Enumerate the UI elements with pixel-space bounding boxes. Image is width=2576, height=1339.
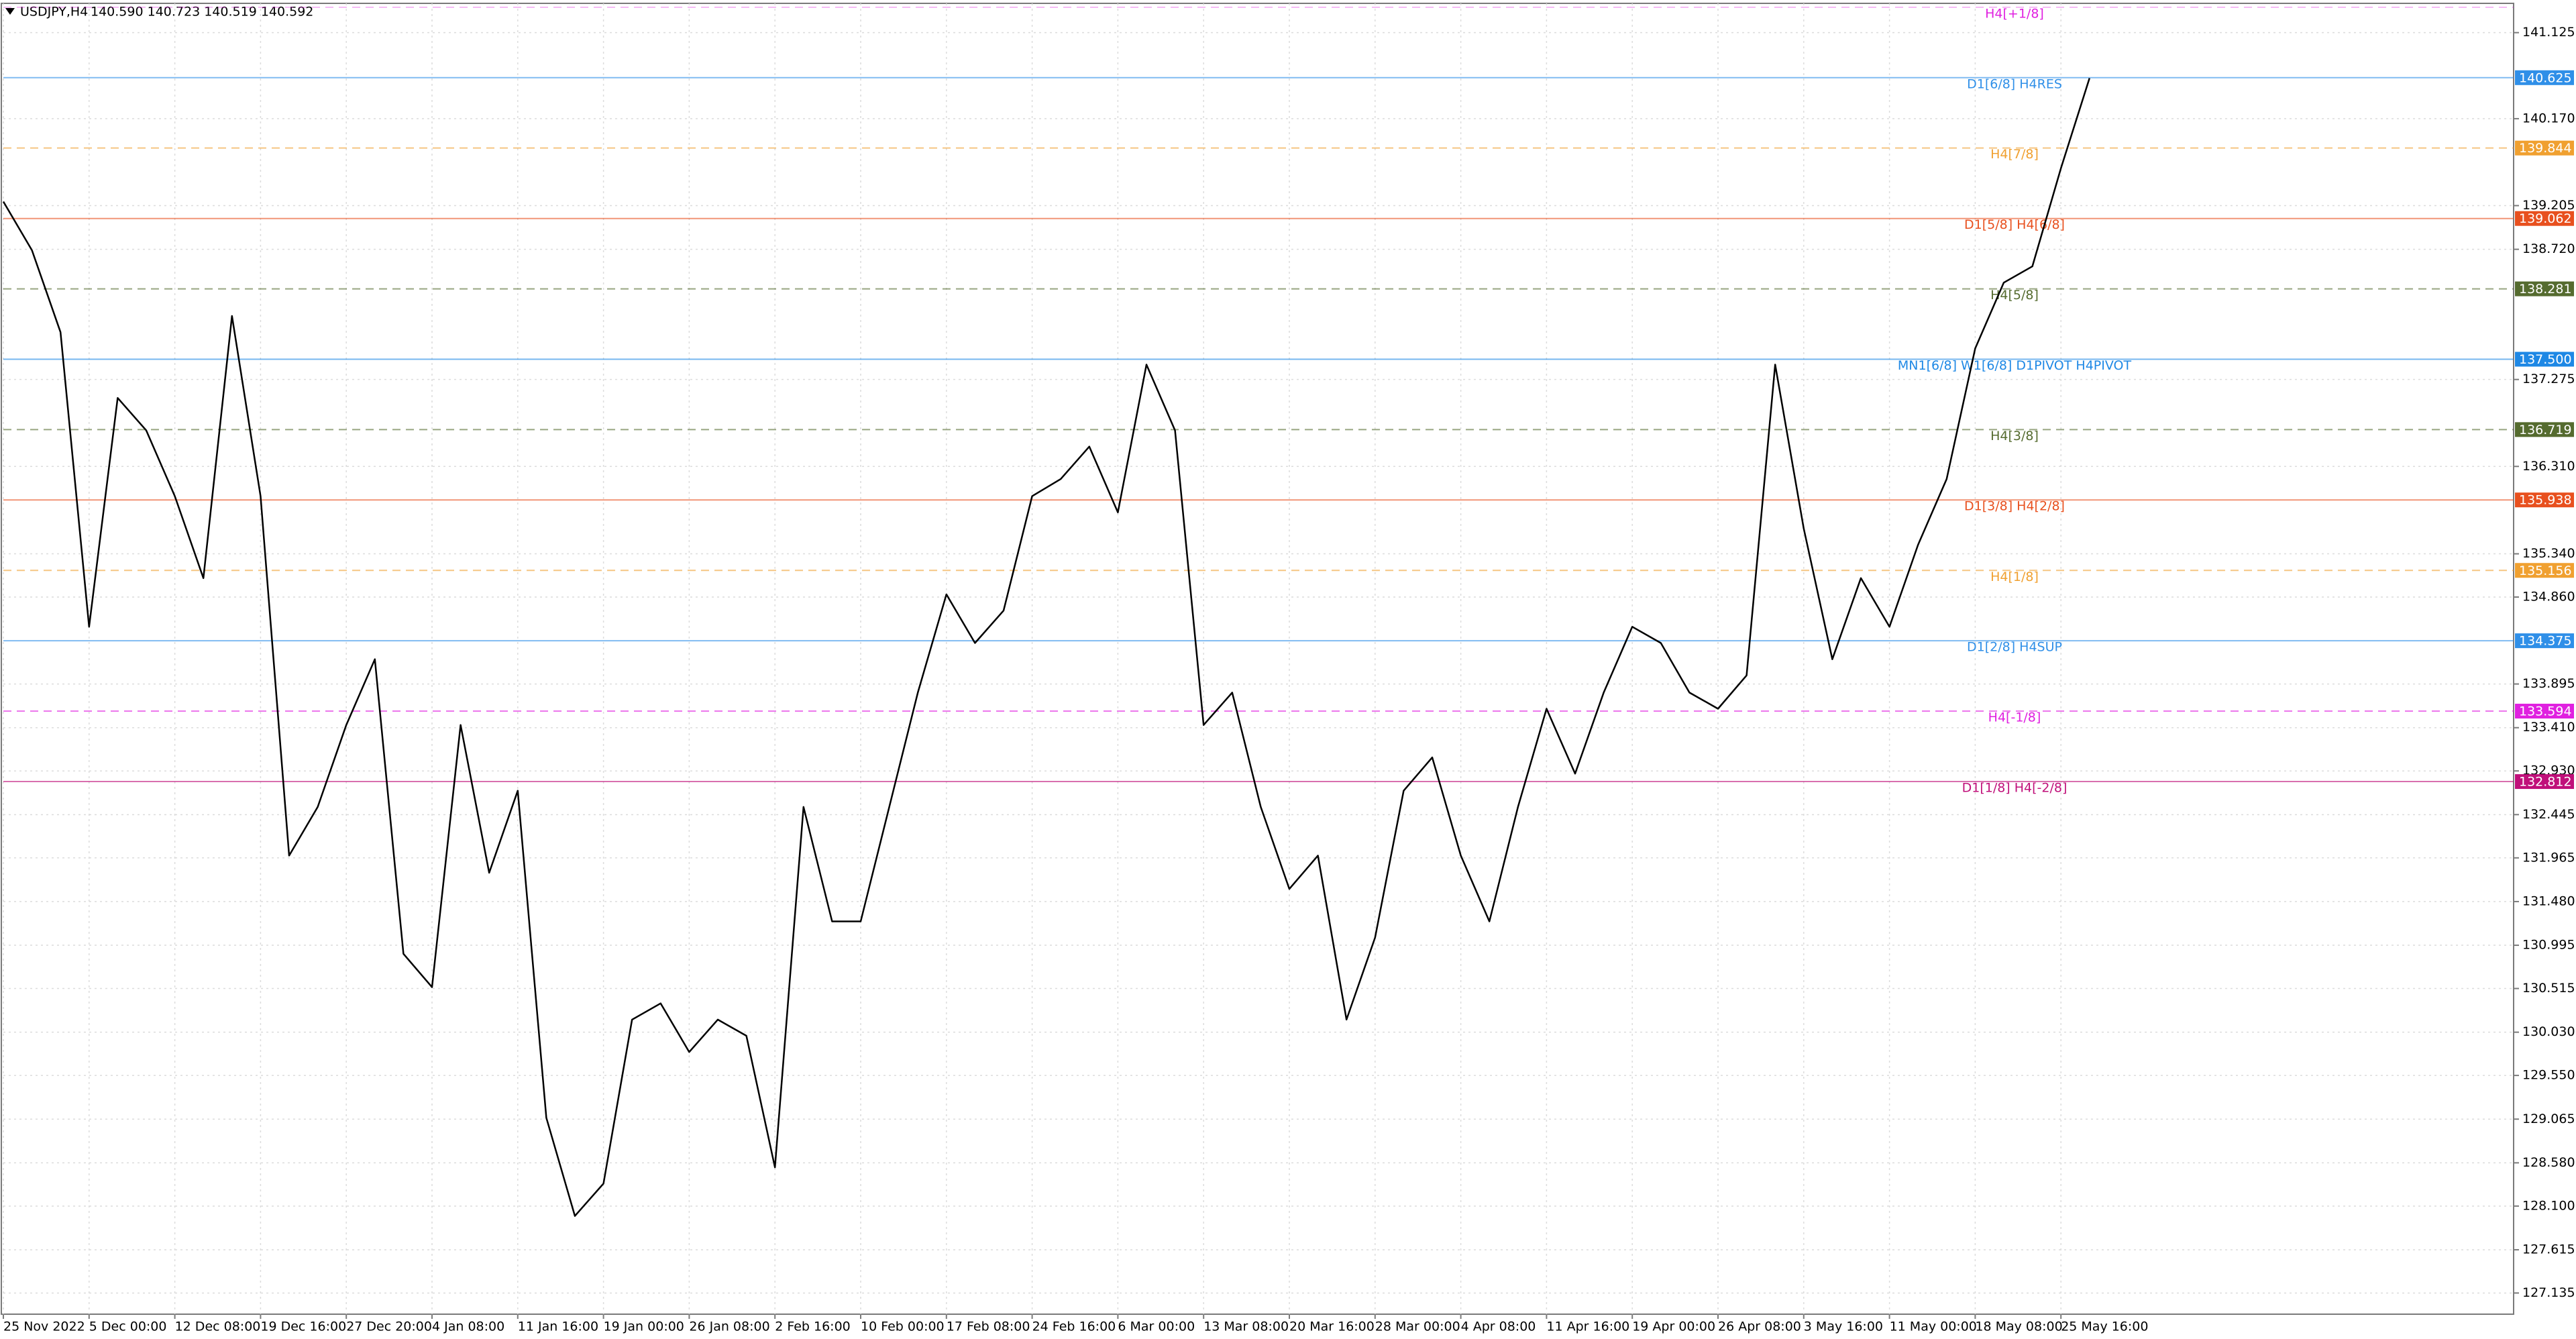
y-tick-label: 137.275	[2522, 372, 2575, 386]
y-tick-label: 139.205	[2522, 198, 2575, 213]
level-label: H4[1/8]	[1990, 570, 2039, 584]
price-tag-label: 137.500	[2519, 352, 2572, 367]
x-tick-label: 5 Dec 00:00	[89, 1320, 167, 1334]
x-tick-label: 13 Mar 08:00	[1203, 1320, 1289, 1334]
price-tag	[2515, 352, 2574, 367]
x-tick-label: 25 May 16:00	[2061, 1320, 2148, 1334]
y-tick-label: 130.995	[2522, 938, 2575, 953]
price-tag	[2515, 774, 2574, 790]
price-tag-label: 135.938	[2519, 493, 2572, 508]
y-tick-label: 140.170	[2522, 111, 2575, 125]
y-tick-label: 127.135	[2522, 1285, 2575, 1300]
x-tick-label: 17 Feb 08:00	[947, 1320, 1030, 1334]
price-tag	[2515, 211, 2574, 226]
symbol-menu-icon[interactable]	[5, 8, 15, 15]
x-tick-label: 26 Jan 08:00	[689, 1320, 769, 1334]
x-tick-label: 2 Feb 16:00	[775, 1320, 851, 1334]
y-tick-label: 136.310	[2522, 459, 2575, 474]
y-tick-label: 133.410	[2522, 720, 2575, 735]
price-tag-label: 133.594	[2519, 704, 2572, 719]
y-tick-label: 134.860	[2522, 590, 2575, 604]
price-tag-label: 134.375	[2519, 634, 2572, 649]
price-tag	[2515, 140, 2574, 156]
y-tick-label: 131.965	[2522, 850, 2575, 865]
level-label: H4[3/8]	[1990, 429, 2039, 443]
price-tag	[2515, 633, 2574, 649]
price-line	[2, 78, 2090, 1217]
x-tick-label: 11 Apr 16:00	[1546, 1320, 1629, 1334]
y-tick-label: 127.615	[2522, 1242, 2575, 1256]
price-tag-label: 135.156	[2519, 564, 2572, 578]
price-tag-label: 132.812	[2519, 775, 2572, 790]
x-tick-label: 27 Dec 20:00	[346, 1320, 432, 1334]
price-tag	[2515, 492, 2574, 508]
y-tick-label: 132.445	[2522, 807, 2575, 822]
y-tick-label: 129.065	[2522, 1112, 2575, 1126]
level-label: D1[2/8] H4SUP	[1967, 640, 2062, 655]
x-tick-label: 4 Apr 08:00	[1461, 1320, 1536, 1334]
level-label: H4[+1/8]	[1985, 6, 2044, 21]
level-label: D1[1/8] H4[-2/8]	[1962, 781, 2068, 796]
level-label: D1[3/8] H4[2/8]	[1964, 499, 2065, 514]
price-tag	[2515, 563, 2574, 578]
y-tick-label: 130.030	[2522, 1024, 2575, 1039]
level-label: H4[-1/8]	[1988, 710, 2041, 725]
x-tick-label: 26 Apr 08:00	[1718, 1320, 1801, 1334]
price-tag-label: 138.281	[2519, 282, 2572, 297]
price-tag-label: 139.062	[2519, 211, 2572, 226]
x-tick-label: 28 Mar 00:00	[1375, 1320, 1460, 1334]
x-tick-label: 19 Jan 00:00	[604, 1320, 684, 1334]
price-tag	[2515, 281, 2574, 297]
x-tick-label: 4 Jan 08:00	[432, 1320, 504, 1334]
level-label: D1[6/8] H4RES	[1967, 76, 2062, 91]
chart-title: USDJPY,H4	[20, 5, 88, 19]
y-tick-label: 131.480	[2522, 894, 2575, 908]
y-tick-label: 129.550	[2522, 1068, 2575, 1083]
y-tick-label: 141.125	[2522, 25, 2575, 40]
price-tag-label: 136.719	[2519, 423, 2572, 437]
x-tick-label: 6 Mar 00:00	[1118, 1320, 1195, 1334]
y-tick-label: 128.100	[2522, 1198, 2575, 1213]
x-tick-label: 24 Feb 16:00	[1032, 1320, 1116, 1334]
y-tick-label: 130.515	[2522, 981, 2575, 996]
level-label: D1[5/8] H4[6/8]	[1964, 217, 2065, 232]
y-tick-label: 135.340	[2522, 546, 2575, 561]
level-label: MN1[6/8] W1[6/8] D1PIVOT H4PIVOT	[1898, 358, 2132, 373]
level-label: H4[5/8]	[1990, 288, 2039, 303]
level-label: H4[7/8]	[1990, 147, 2039, 162]
x-tick-label: 19 Dec 16:00	[260, 1320, 346, 1334]
x-tick-label: 19 Apr 00:00	[1632, 1320, 1715, 1334]
price-tag-label: 140.625	[2519, 70, 2572, 85]
x-tick-label: 20 Mar 16:00	[1289, 1320, 1375, 1334]
plot-frame	[1, 3, 2514, 1315]
y-tick-label: 138.720	[2522, 242, 2575, 256]
x-tick-label: 11 May 00:00	[1890, 1320, 1977, 1334]
price-tag	[2515, 422, 2574, 437]
x-tick-label: 18 May 08:00	[1975, 1320, 2062, 1334]
y-tick-label: 133.895	[2522, 676, 2575, 691]
price-tag-label: 139.844	[2519, 141, 2572, 156]
x-tick-label: 3 May 16:00	[1804, 1320, 1883, 1334]
ohlc-values: 140.590 140.723 140.519 140.592	[91, 5, 313, 19]
y-tick-label: 128.580	[2522, 1155, 2575, 1170]
x-tick-label: 25 Nov 2022	[3, 1320, 85, 1334]
price-tag	[2515, 704, 2574, 719]
x-tick-label: 12 Dec 08:00	[175, 1320, 261, 1334]
x-tick-label: 10 Feb 00:00	[861, 1320, 945, 1334]
x-tick-label: 11 Jan 16:00	[518, 1320, 598, 1334]
price-tag	[2515, 70, 2574, 85]
